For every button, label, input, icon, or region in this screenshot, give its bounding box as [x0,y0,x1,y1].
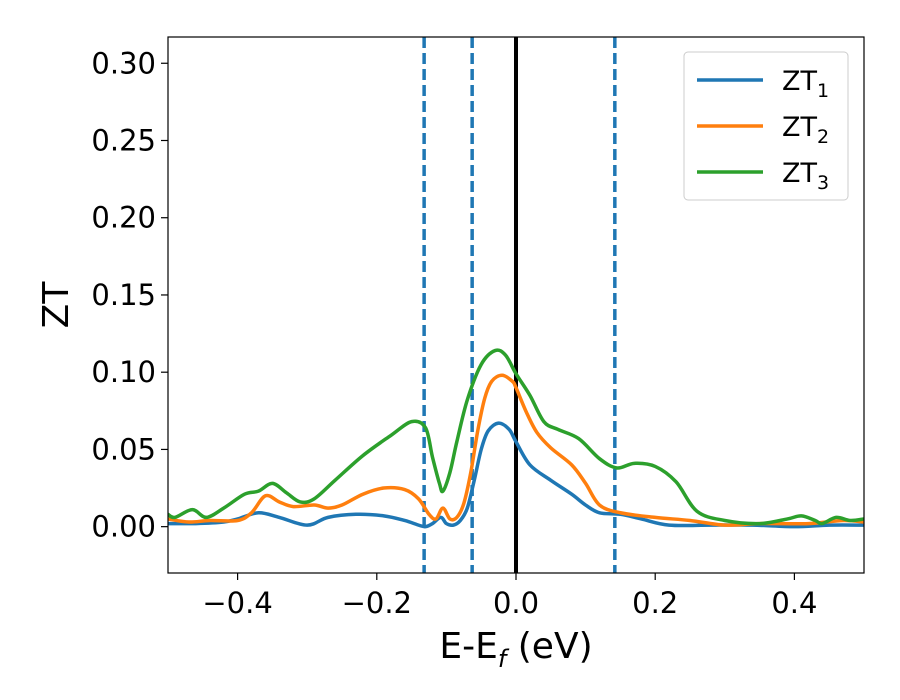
x-tick-label: −0.4 [202,586,272,620]
legend: ZT1 ZT2 ZT3 [683,51,849,201]
y-tick-label: 0.20 [91,201,156,235]
legend-label-zt3: ZT3 [782,158,829,194]
y-tick-label: 0.25 [91,123,156,157]
series-line-zt3 [168,348,864,526]
legend-box [683,51,849,201]
series-line-zt1 [168,421,864,529]
reference-lines [422,37,617,573]
series-layer [168,348,864,529]
x-tick-label: 0.2 [632,586,678,620]
series-line-zt2 [168,373,864,527]
y-tick-label: 0.15 [91,278,156,312]
y-tick-label: 0.05 [91,432,156,466]
y-axis-title: ZT [36,281,77,329]
x-tick-label: 0.0 [493,586,539,620]
plot-area [167,36,865,574]
x-axis-title: E-Ef (eV) [439,626,592,673]
y-axis-ticks: 0.00 0.05 0.10 0.15 0.20 0.25 0.30 [91,46,168,544]
y-tick-label: 0.30 [91,46,156,80]
x-axis-ticks: −0.4 −0.2 0.0 0.2 0.4 [202,573,817,620]
y-tick-label: 0.00 [91,510,156,544]
y-tick-label: 0.10 [91,355,156,389]
x-tick-label: 0.4 [771,586,817,620]
x-tick-label: −0.2 [342,586,412,620]
legend-label-zt1: ZT1 [782,66,829,102]
legend-label-zt2: ZT2 [782,112,829,148]
